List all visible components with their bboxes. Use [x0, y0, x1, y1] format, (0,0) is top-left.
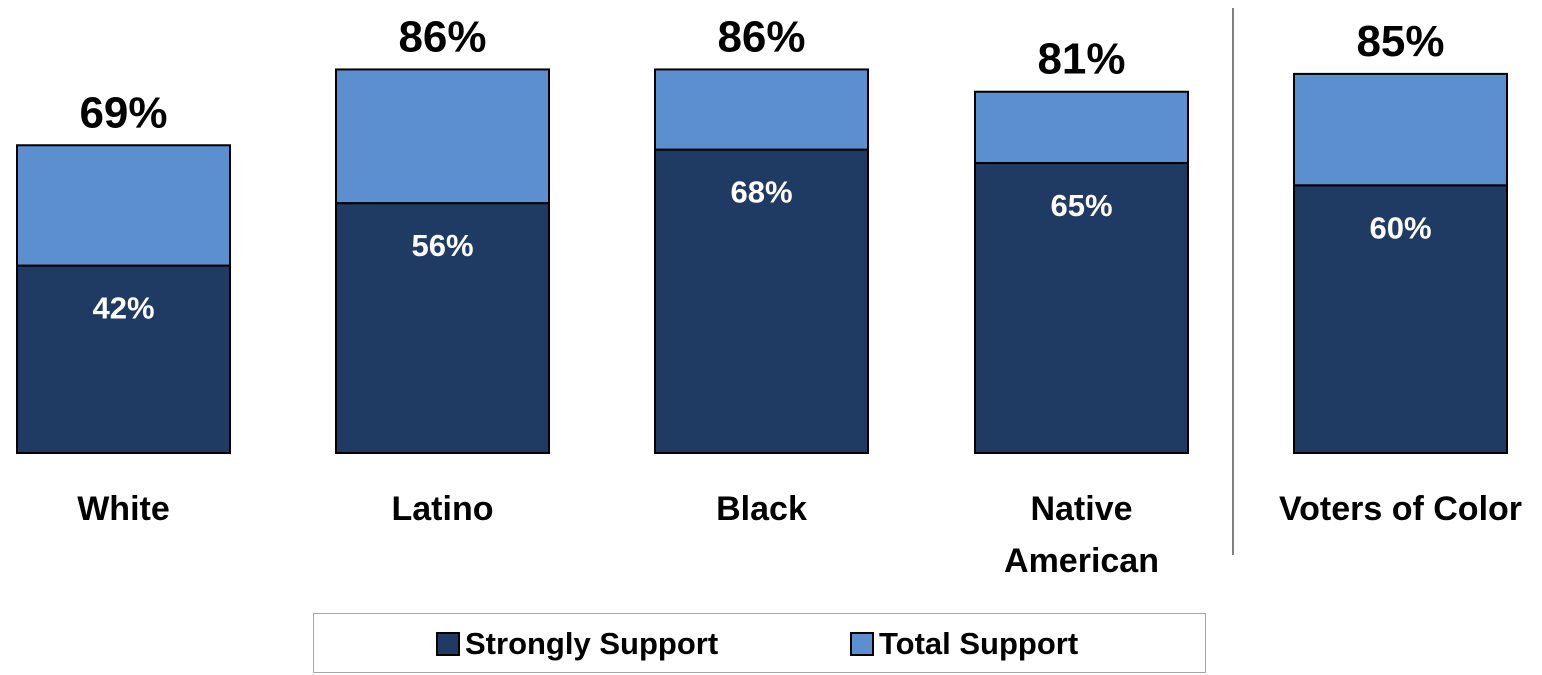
bar-total-support-native-american — [974, 90, 1189, 165]
label-total-latino: 86% — [398, 12, 486, 61]
bar-total-support-black — [654, 68, 869, 151]
category-label-black: Black — [716, 490, 807, 528]
bar-total-support-voters-of-color — [1293, 72, 1508, 187]
label-strongly-native-american: 65% — [1050, 188, 1112, 223]
label-strongly-white: 42% — [92, 291, 154, 326]
label-total-black: 86% — [717, 12, 805, 61]
bar-strongly-support-latino — [335, 202, 550, 454]
bar-total-support-latino — [335, 68, 550, 205]
bar-strongly-support-native-american — [974, 162, 1189, 454]
legend-label-strongly-support: Strongly Support — [465, 626, 719, 661]
label-total-white: 69% — [79, 88, 167, 137]
legend: Strongly Support Total Support — [313, 613, 1206, 673]
label-total-native-american: 81% — [1037, 35, 1125, 84]
bar-strongly-support-white — [16, 264, 231, 454]
label-total-voters-of-color: 85% — [1356, 17, 1444, 66]
label-strongly-voters-of-color: 60% — [1369, 210, 1431, 245]
bar-strongly-support-voters-of-color — [1293, 184, 1508, 454]
category-label-voters-of-color: Voters of Color — [1279, 490, 1522, 528]
label-strongly-black: 68% — [730, 175, 792, 210]
legend-label-total-support: Total Support — [879, 626, 1079, 661]
category-label-native-american-line-1: Native — [1030, 490, 1132, 528]
legend-item-total-support: Total Support — [850, 626, 1078, 662]
category-label-native-american-line-2: American — [1004, 542, 1159, 580]
bar-strongly-support-black — [654, 148, 869, 454]
legend-item-strongly-support: Strongly Support — [436, 626, 718, 662]
label-strongly-latino: 56% — [411, 228, 473, 263]
category-label-white: White — [77, 490, 170, 528]
bar-total-support-white — [16, 144, 231, 267]
legend-swatch-strongly-support — [436, 632, 460, 656]
category-label-latino: Latino — [392, 490, 494, 528]
legend-swatch-total-support — [850, 632, 874, 656]
